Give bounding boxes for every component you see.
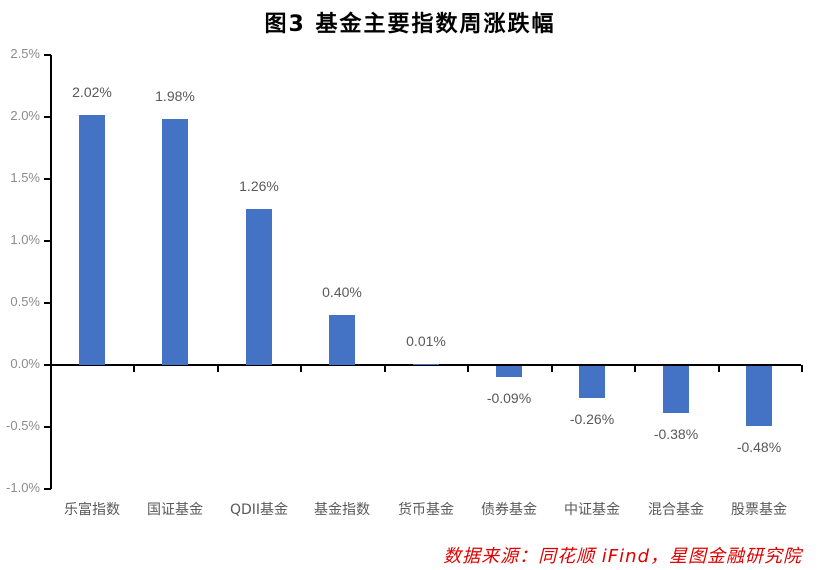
y-tick-mark: [44, 426, 51, 428]
y-tick-mark: [44, 54, 51, 56]
y-tick-label: -0.5%: [6, 418, 40, 433]
x-tick-mark: [133, 365, 135, 372]
y-tick-mark: [44, 240, 51, 242]
chart-title: 图3 基金主要指数周涨跌幅: [264, 12, 556, 37]
y-tick-label: 2.0%: [10, 108, 40, 123]
x-tick-mark: [217, 365, 219, 372]
y-tick-mark: [44, 302, 51, 304]
bar: [246, 209, 272, 365]
x-category-label: 基金指数: [314, 502, 370, 518]
x-category-label: 中证基金: [564, 502, 620, 518]
x-category-label: 乐富指数: [64, 502, 120, 518]
bar: [413, 364, 439, 365]
bar: [162, 119, 188, 365]
y-tick-label: 2.5%: [10, 46, 40, 61]
bar-value-label: 0.01%: [406, 333, 446, 349]
y-tick-label: 0.5%: [10, 294, 40, 309]
x-tick-mark: [467, 365, 469, 372]
y-tick-mark: [44, 116, 51, 118]
bar-value-label: -0.38%: [653, 426, 699, 442]
y-axis: [50, 55, 52, 489]
bar: [496, 366, 522, 377]
y-tick-mark: [44, 178, 51, 180]
y-tick-label: 1.0%: [10, 232, 40, 247]
y-tick-mark: [44, 364, 51, 366]
bar-value-label: 2.02%: [72, 84, 112, 100]
bar: [746, 366, 772, 426]
x-tick-mark: [718, 365, 720, 372]
bar: [663, 366, 689, 413]
bar: [579, 366, 605, 398]
x-tick-mark: [384, 365, 386, 372]
y-tick-label: 1.5%: [10, 170, 40, 185]
x-category-label: 国证基金: [147, 502, 203, 518]
x-category-label: QDII基金: [229, 502, 289, 518]
x-tick-mark: [634, 365, 636, 372]
y-tick-label: -1.0%: [6, 480, 40, 495]
bar: [79, 115, 105, 365]
bar-value-label: 0.40%: [322, 284, 362, 300]
x-tick-mark: [551, 365, 553, 372]
bar: [329, 315, 355, 365]
data-source-note: 数据来源：同花顺 iFind，星图金融研究院: [443, 546, 802, 567]
x-category-label: 债券基金: [481, 502, 537, 518]
bar-value-label: -0.48%: [736, 439, 782, 455]
bar-value-label: 1.98%: [155, 88, 195, 104]
x-tick-mark: [801, 365, 803, 372]
y-tick-mark: [44, 488, 51, 490]
x-tick-mark: [50, 365, 52, 372]
x-category-label: 股票基金: [731, 502, 787, 518]
x-tick-mark: [300, 365, 302, 372]
bar-value-label: -0.09%: [486, 390, 532, 406]
x-category-label: 货币基金: [398, 502, 454, 518]
bar-value-label: 1.26%: [239, 178, 279, 194]
x-category-label: 混合基金: [648, 502, 704, 518]
x-axis: [50, 364, 801, 366]
bar-value-label: -0.26%: [569, 411, 615, 427]
y-tick-label: 0.0%: [10, 356, 40, 371]
